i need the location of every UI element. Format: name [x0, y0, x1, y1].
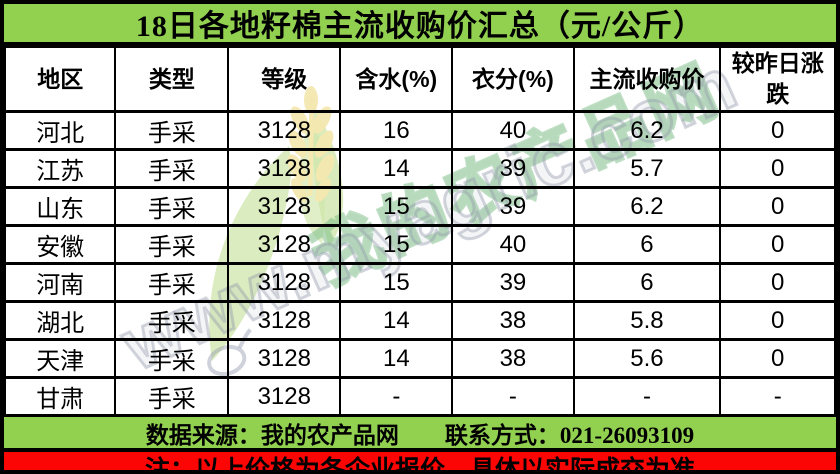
cell-lint: 39	[451, 186, 575, 228]
cell-moisture: -	[339, 376, 454, 418]
cell-moisture: 14	[339, 300, 454, 342]
cell-change: 0	[719, 186, 836, 228]
cell-type: 手采	[114, 224, 230, 266]
cell-grade: 3128	[227, 262, 342, 304]
data-source-label: 数据来源：我的农产品网	[145, 422, 399, 448]
cell-price: 5.8	[572, 300, 722, 342]
cell-lint: -	[451, 376, 575, 418]
col-header-lint: 衣分(%)	[451, 44, 575, 114]
table-row: 甘肃 手采 3128 - - - -	[4, 376, 836, 418]
cell-price: 6.2	[572, 110, 722, 152]
cell-grade: 3128	[227, 148, 342, 190]
cell-region: 山东	[4, 186, 117, 228]
cell-price: 5.7	[572, 148, 722, 190]
contact-label: 联系方式：021-26093109	[444, 422, 695, 448]
note-bar: 注：以上价格为各企业报价，具体以实际成交为准	[4, 452, 836, 474]
cell-region: 天津	[4, 338, 117, 380]
cell-price: 5.6	[572, 338, 722, 380]
source-bar: 数据来源：我的农产品网 联系方式：021-26093109	[4, 417, 836, 453]
col-header-type: 类型	[114, 44, 230, 114]
price-table: 地区 类型 等级 含水(%) 衣分(%) 主流收购价 较昨日涨跌 河北 手采 3…	[4, 44, 836, 418]
cell-change: 0	[719, 300, 836, 342]
cell-lint: 40	[451, 224, 575, 266]
cell-grade: 3128	[227, 376, 342, 418]
cell-moisture: 16	[339, 110, 454, 152]
cell-change: 0	[719, 224, 836, 266]
cell-lint: 39	[451, 148, 575, 190]
cell-type: 手采	[114, 338, 230, 380]
cell-type: 手采	[114, 300, 230, 342]
cell-type: 手采	[114, 148, 230, 190]
cell-type: 手采	[114, 110, 230, 152]
cell-type: 手采	[114, 186, 230, 228]
cell-price: 6	[572, 224, 722, 266]
table-row: 河南 手采 3128 15 39 6 0	[4, 262, 836, 304]
cell-moisture: 15	[339, 224, 454, 266]
cell-type: 手采	[114, 262, 230, 304]
col-header-grade: 等级	[227, 44, 342, 114]
cell-price: -	[572, 376, 722, 418]
table-row: 山东 手采 3128 15 39 6.2 0	[4, 186, 836, 228]
cell-type: 手采	[114, 376, 230, 418]
cell-lint: 39	[451, 262, 575, 304]
cell-lint: 38	[451, 338, 575, 380]
cell-moisture: 14	[339, 338, 454, 380]
cell-region: 江苏	[4, 148, 117, 190]
cell-grade: 3128	[227, 186, 342, 228]
cell-grade: 3128	[227, 338, 342, 380]
cell-region: 湖北	[4, 300, 117, 342]
table-row: 天津 手采 3128 14 38 5.6 0	[4, 338, 836, 380]
table-row: 安徽 手采 3128 15 40 6 0	[4, 224, 836, 266]
table-row: 河北 手采 3128 16 40 6.2 0	[4, 110, 836, 152]
cell-price: 6.2	[572, 186, 722, 228]
title-bar: 18日各地籽棉主流收购价汇总（元/公斤）	[4, 4, 836, 45]
cell-change: 0	[719, 262, 836, 304]
col-header-price: 主流收购价	[572, 44, 722, 114]
cell-region: 河北	[4, 110, 117, 152]
cell-price: 6	[572, 262, 722, 304]
col-header-moisture: 含水(%)	[339, 44, 454, 114]
table-wrap: 地区 类型 等级 含水(%) 衣分(%) 主流收购价 较昨日涨跌 河北 手采 3…	[4, 44, 836, 418]
cell-grade: 3128	[227, 224, 342, 266]
cell-moisture: 14	[339, 148, 454, 190]
cell-change: 0	[719, 338, 836, 380]
col-header-region: 地区	[4, 44, 117, 114]
table-row: 湖北 手采 3128 14 38 5.8 0	[4, 300, 836, 342]
header-row: 地区 类型 等级 含水(%) 衣分(%) 主流收购价 较昨日涨跌	[4, 44, 836, 114]
cell-moisture: 15	[339, 186, 454, 228]
cell-region: 河南	[4, 262, 117, 304]
cell-grade: 3128	[227, 110, 342, 152]
disclaimer-note: 注：以上价格为各企业报价，具体以实际成交为准	[144, 456, 695, 474]
cell-change: 0	[719, 110, 836, 152]
page-title: 18日各地籽棉主流收购价汇总（元/公斤）	[135, 10, 705, 43]
cell-change: -	[719, 376, 836, 418]
cell-change: 0	[719, 148, 836, 190]
cell-region: 安徽	[4, 224, 117, 266]
col-header-change: 较昨日涨跌	[719, 44, 836, 114]
cell-lint: 40	[451, 110, 575, 152]
cell-region: 甘肃	[4, 376, 117, 418]
table-row: 江苏 手采 3128 14 39 5.7 0	[4, 148, 836, 190]
cell-lint: 38	[451, 300, 575, 342]
cell-grade: 3128	[227, 300, 342, 342]
cell-moisture: 15	[339, 262, 454, 304]
